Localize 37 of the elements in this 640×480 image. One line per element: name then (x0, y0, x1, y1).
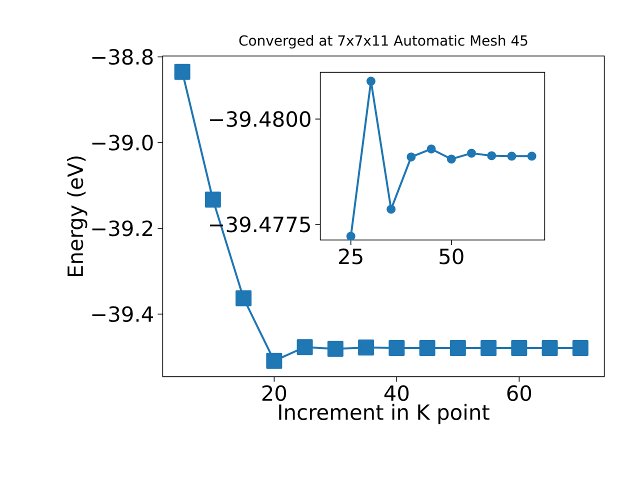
y-tick-label: −38.8 (92, 48, 153, 65)
point (527, 152, 536, 161)
x-tick-label: 25 (339, 248, 362, 264)
y-tick-label: −39.4 (92, 306, 154, 322)
chart-title: Converged at 7x7x11 Automatic Mesh 45 (239, 35, 528, 49)
y-axis-title: Energy (eV) (67, 156, 88, 276)
point (236, 290, 252, 306)
point (450, 340, 466, 356)
point (572, 340, 588, 356)
x-tick-label: 20 (262, 385, 286, 402)
point (446, 154, 456, 164)
y-tick-label: −39.4800 (210, 111, 310, 127)
point (386, 204, 396, 214)
point (204, 192, 221, 208)
y-tick-label: −39.0 (92, 134, 153, 151)
point (507, 152, 516, 161)
point (327, 340, 344, 357)
x-tick-label: 50 (440, 248, 464, 264)
point (419, 340, 436, 356)
point (426, 144, 436, 154)
point (296, 339, 313, 356)
y-tick-label: −39.2 (92, 220, 152, 236)
point (174, 64, 190, 80)
point (406, 152, 416, 162)
point (358, 340, 374, 356)
point (346, 232, 356, 241)
point (487, 151, 496, 160)
point (542, 340, 558, 356)
point (511, 340, 528, 356)
x-tick-label: 60 (507, 385, 532, 402)
x-axis-title: Increment in K point (279, 404, 490, 424)
point (266, 352, 282, 369)
x-tick-label: 40 (384, 385, 409, 402)
point (480, 340, 497, 356)
point (467, 148, 476, 158)
point (388, 340, 405, 356)
point (366, 76, 376, 86)
